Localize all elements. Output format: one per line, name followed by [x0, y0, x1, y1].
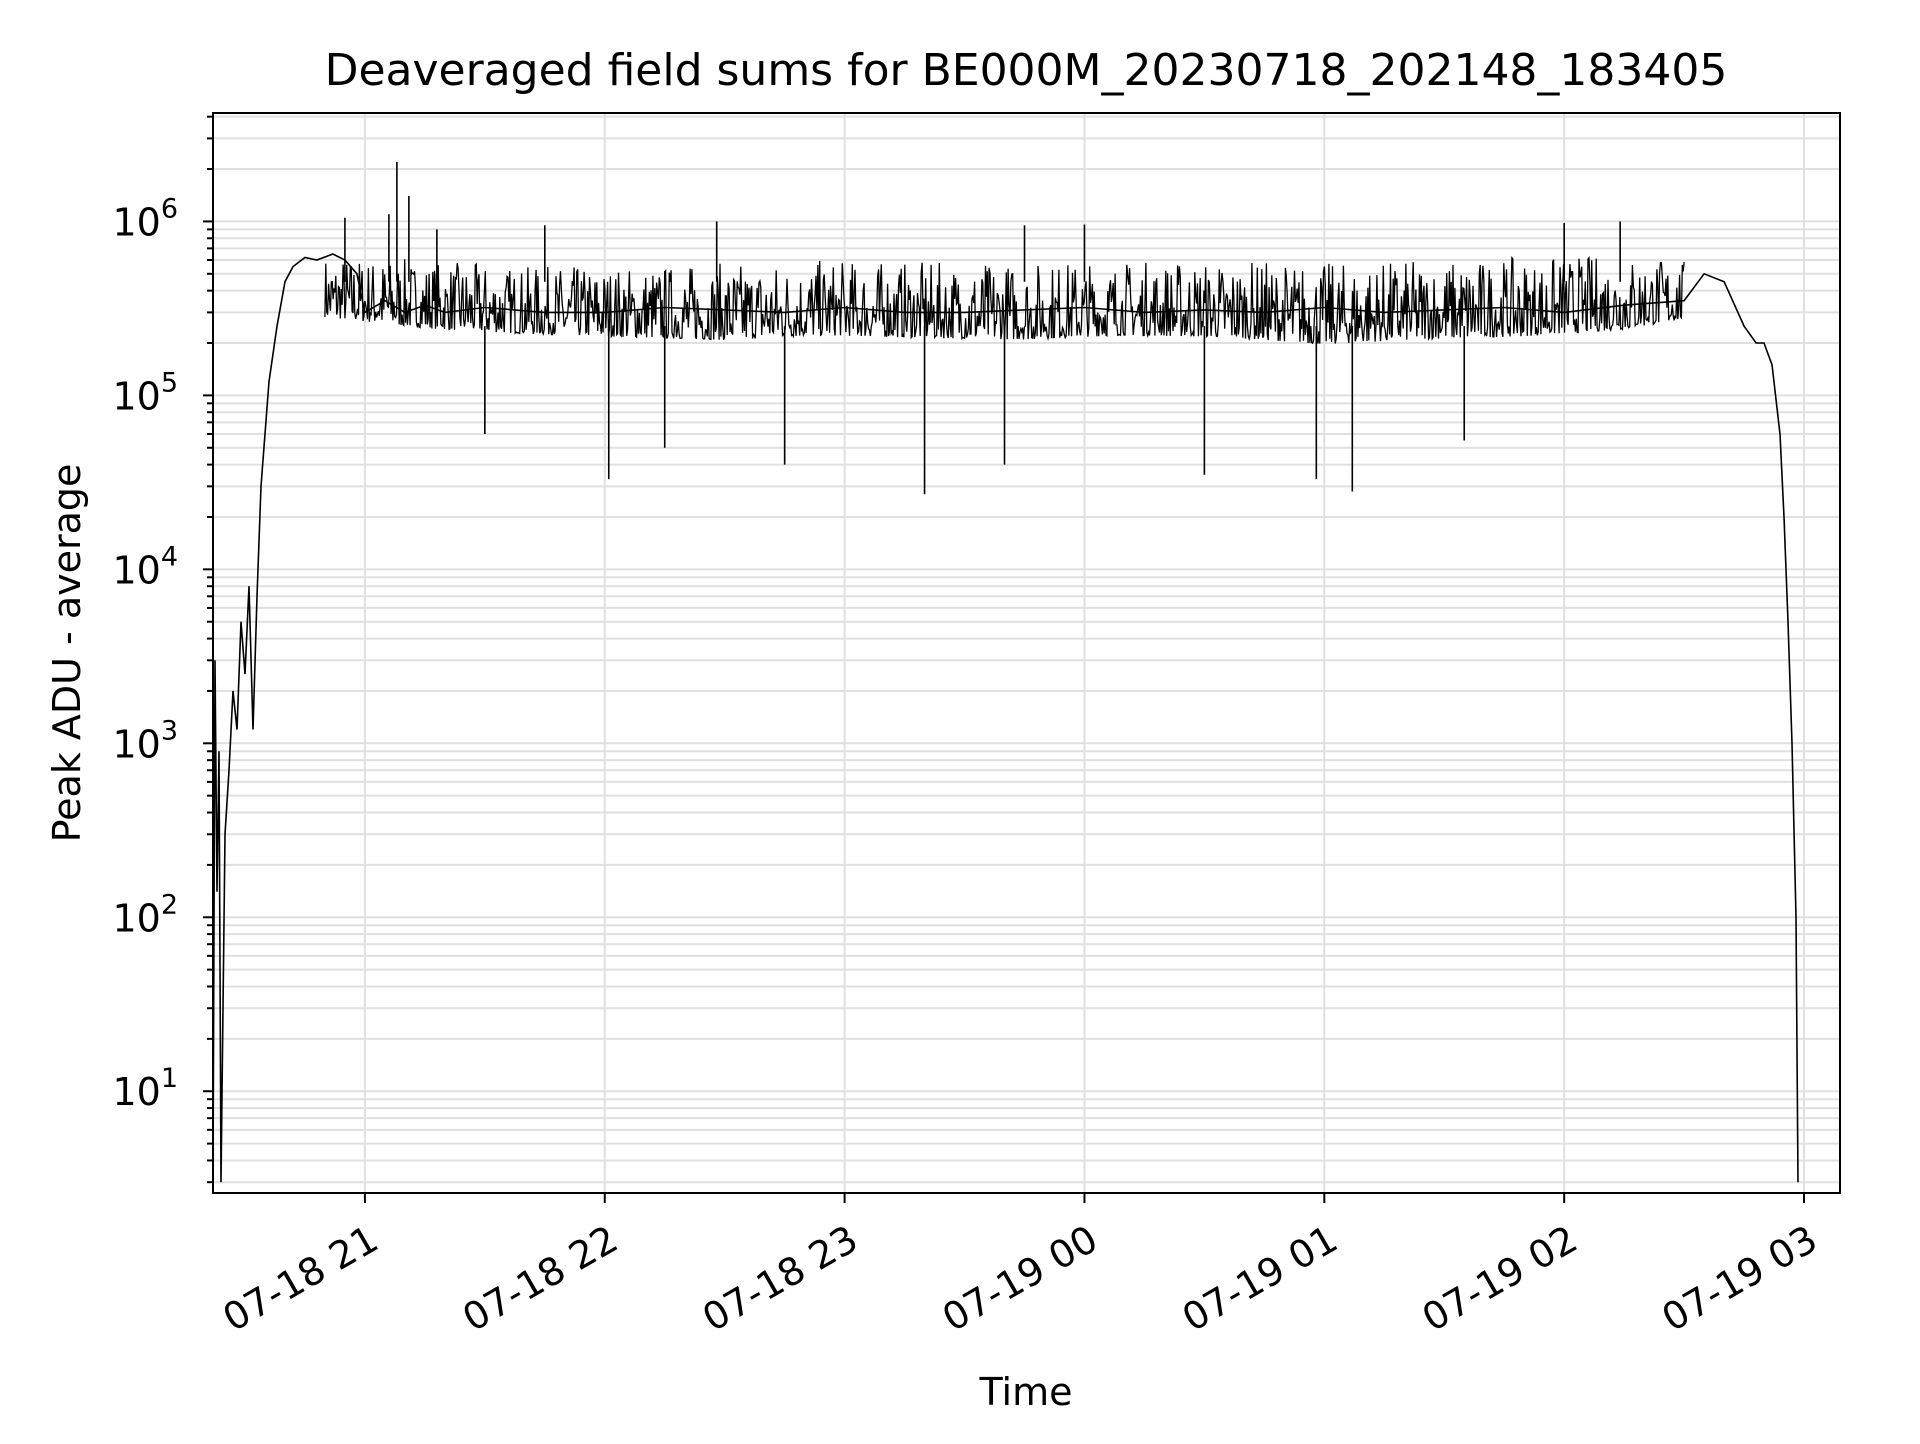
plot-frame	[212, 112, 1841, 1194]
y-tick-label: 104	[112, 541, 178, 592]
y-axis-label: Peak ADU - average	[45, 464, 89, 843]
y-tick-label: 102	[112, 889, 178, 940]
chart-title: Deaveraged field sums for BE000M_2023071…	[325, 45, 1728, 96]
series-line	[213, 253, 1799, 1183]
y-tick-label: 106	[112, 193, 178, 244]
x-axis-label: Time	[979, 1370, 1073, 1414]
y-tick-label: 105	[112, 367, 178, 418]
data-layer	[213, 161, 1799, 1183]
y-tick-label: 101	[112, 1063, 178, 1114]
y-tick-label: 103	[112, 715, 178, 766]
